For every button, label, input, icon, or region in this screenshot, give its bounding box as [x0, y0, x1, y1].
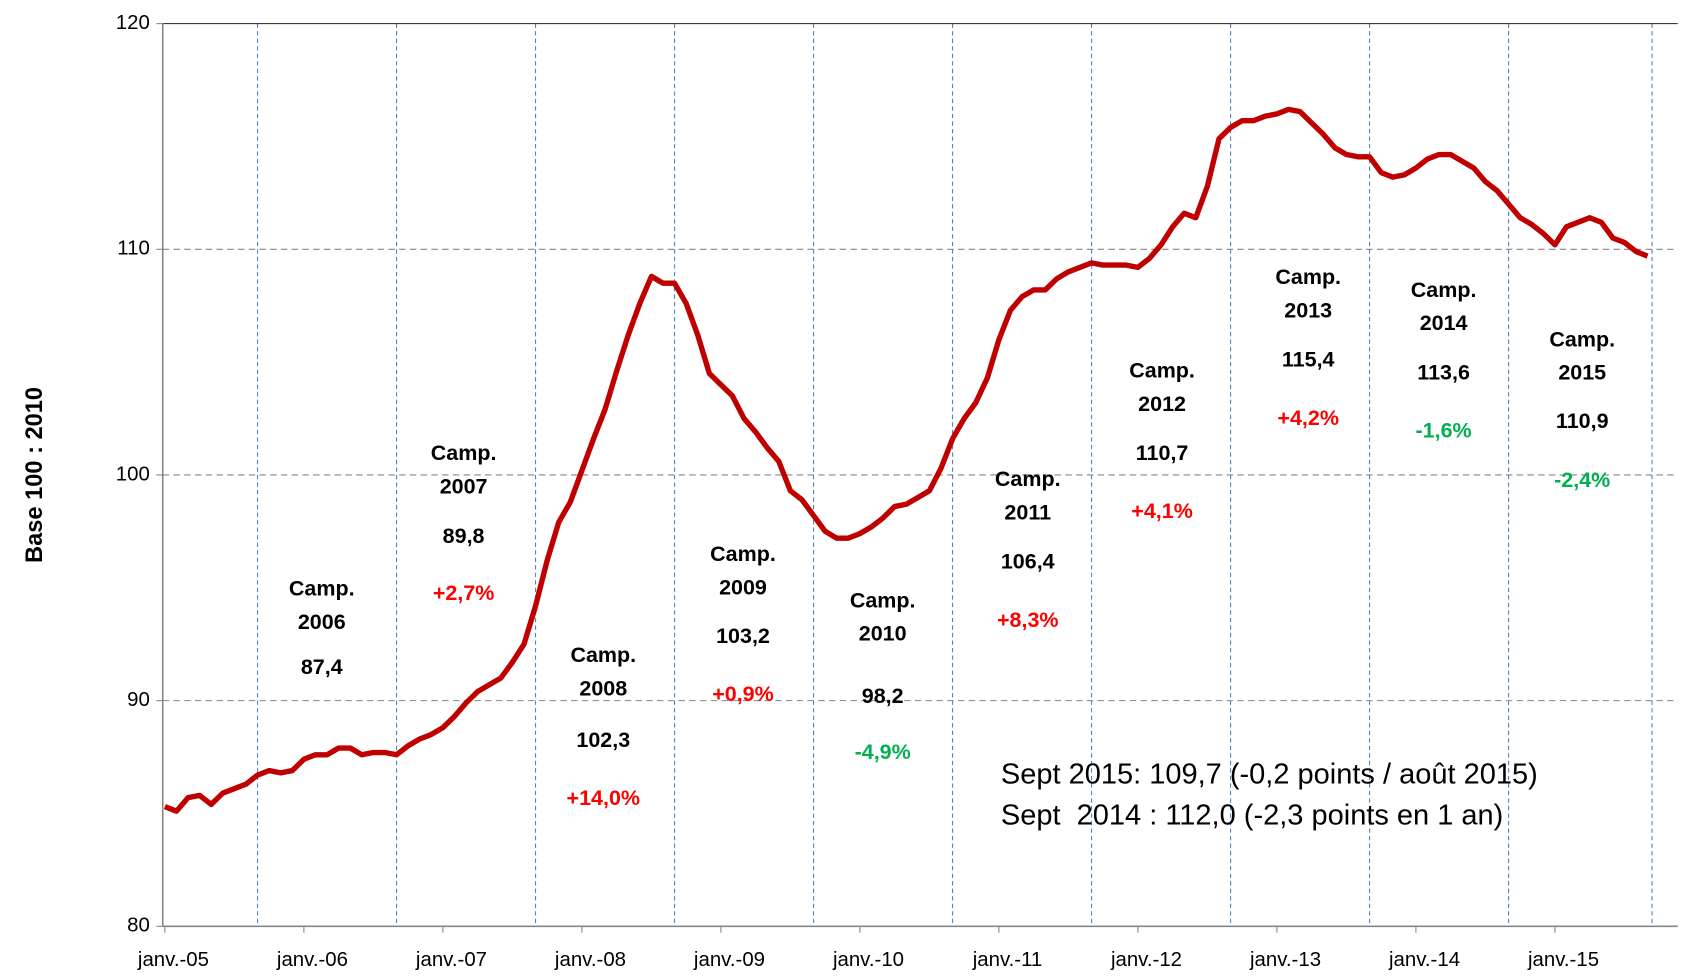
annotation-label: 2014: [1420, 311, 1468, 335]
annotation-value: 102,3: [576, 728, 630, 752]
annotation-label: 2012: [1138, 392, 1186, 416]
y-tick-label: 100: [116, 463, 150, 485]
x-tick-label: janv.-08: [554, 949, 626, 971]
x-tick-label: janv.-11: [972, 949, 1043, 971]
annotation-label: 2006: [298, 610, 346, 634]
annotation-change: +4,2%: [1277, 406, 1339, 430]
annotation-change: -2,4%: [1554, 468, 1610, 492]
annotation-label: Camp.: [995, 467, 1061, 491]
annotation-change: +8,3%: [997, 608, 1059, 632]
annotation-value: 115,4: [1282, 348, 1335, 372]
x-tick-label: janv.-07: [415, 949, 487, 971]
annotation-label: 2013: [1284, 298, 1332, 322]
annotation-label: Camp.: [1549, 327, 1615, 351]
x-tick-label: janv.-14: [1388, 949, 1460, 971]
annotation-label: Camp.: [1275, 265, 1341, 289]
annotation-change: +4,1%: [1131, 499, 1193, 523]
annotation-value: 89,8: [443, 524, 485, 548]
annotation-label: 2009: [719, 576, 767, 600]
y-axis-label: Base 100 : 2010: [22, 387, 48, 563]
annotation-label: 2010: [859, 622, 907, 646]
annotation-label: 2015: [1558, 361, 1606, 385]
y-tick-label: 110: [117, 238, 150, 260]
annotation-label: Camp.: [1129, 358, 1195, 382]
annotation-label: Camp.: [431, 441, 497, 465]
annotation-label: 2007: [440, 475, 488, 499]
x-tick-label: janv.-12: [1110, 949, 1182, 971]
y-tick-label: 80: [127, 915, 150, 937]
y-tick-label: 120: [116, 12, 150, 34]
x-tick-label: janv.-13: [1249, 949, 1321, 971]
annotation-change: +0,9%: [712, 682, 774, 706]
annotation-label: Camp.: [1411, 278, 1477, 302]
x-tick-label: janv.-15: [1527, 949, 1599, 971]
annotation-label: 2008: [579, 677, 627, 701]
annotation-label: Camp.: [850, 588, 916, 612]
annotation-value: 106,4: [1001, 550, 1055, 574]
y-tick-label: 90: [127, 689, 150, 711]
x-tick-label: janv.-06: [276, 949, 348, 971]
annotation-value: 110,7: [1136, 441, 1189, 465]
annotation-value: 103,2: [716, 624, 770, 648]
annotation-value: 113,6: [1417, 361, 1470, 385]
data-line: [163, 106, 1649, 814]
annotation-value: 110,9: [1556, 409, 1609, 433]
x-tick-label: janv.-09: [693, 949, 765, 971]
annotation-change: +2,7%: [433, 581, 495, 605]
annotation-label: 2011: [1004, 500, 1051, 524]
annotation-change: +14,0%: [567, 786, 640, 810]
annotation-value: 98,2: [862, 684, 904, 708]
note: Sept 2014 : 112,0 (-2,3 points en 1 an): [1001, 799, 1503, 831]
annotation-change: -1,6%: [1416, 419, 1472, 443]
annotation-label: Camp.: [570, 643, 636, 667]
x-tick-label: janv.-05: [137, 949, 209, 971]
annotation-label: Camp.: [289, 577, 355, 601]
annotation-change: -4,9%: [855, 740, 911, 764]
note: Sept 2015: 109,7 (-0,2 points / août 201…: [1001, 758, 1538, 790]
annotation-value: 87,4: [301, 655, 343, 679]
x-tick-label: janv.-10: [832, 949, 904, 971]
annotation-label: Camp.: [710, 542, 776, 566]
